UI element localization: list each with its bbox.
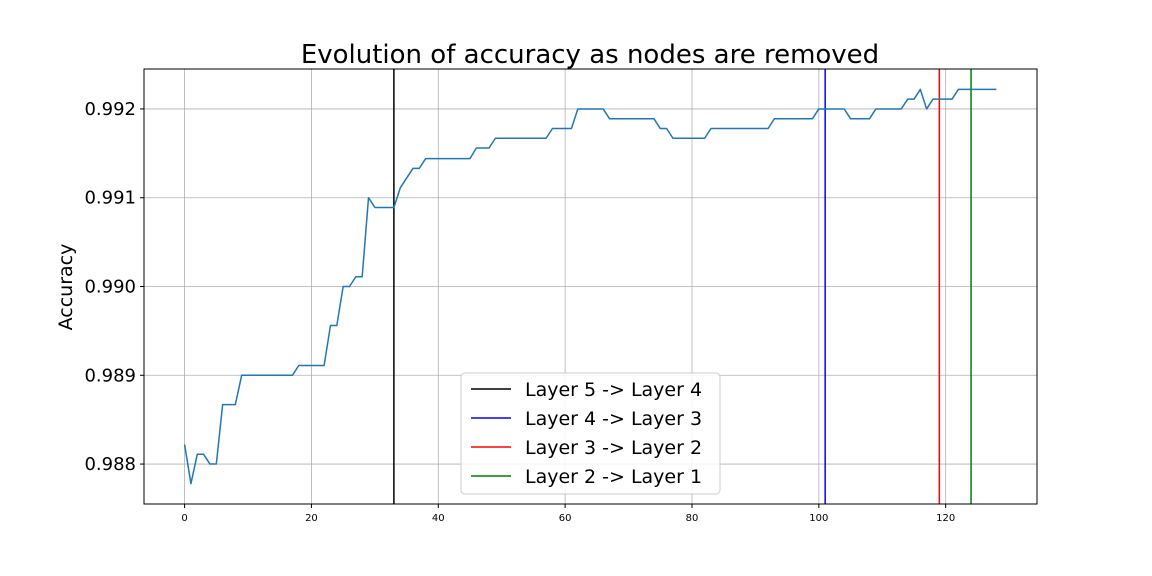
x-tick-label: 80 [686, 513, 699, 524]
y-tick-label: 0.991 [84, 188, 136, 209]
series [183, 88, 997, 485]
legend-entry-label: Layer 4 -> Layer 3 [525, 408, 702, 430]
legend: Layer 5 -> Layer 4 Layer 4 -> Layer 3 Laye… [460, 372, 721, 495]
accuracy-series-line [183, 88, 997, 485]
legend-entry-label: Layer 2 -> Layer 1 [525, 466, 702, 488]
x-tick-label: 40 [432, 513, 445, 524]
axis-ticks: 0 20 40 60 80 100 120 0.988 0.989 0.990 0.991 0.992 [84, 99, 955, 524]
x-tick-label: 60 [559, 513, 572, 524]
y-tick-label: 0.989 [84, 365, 136, 386]
y-axis-label: Accuracy [55, 244, 77, 331]
x-tick-label: 100 [809, 513, 828, 524]
legend-box [460, 372, 721, 495]
chart-title: Evolution of accuracy as nodes are remov… [301, 40, 879, 70]
legend-entry-label: Layer 3 -> Layer 2 [525, 437, 702, 459]
x-tick-label: 20 [305, 513, 318, 524]
layer-boundaries [393, 69, 972, 504]
y-tick-label: 0.990 [84, 277, 136, 298]
y-tick-label: 0.992 [84, 99, 136, 120]
x-tick-label: 120 [936, 513, 955, 524]
x-tick-label: 0 [181, 513, 187, 524]
y-tick-label: 0.988 [84, 454, 136, 475]
legend-entry-label: Layer 5 -> Layer 4 [525, 379, 702, 401]
